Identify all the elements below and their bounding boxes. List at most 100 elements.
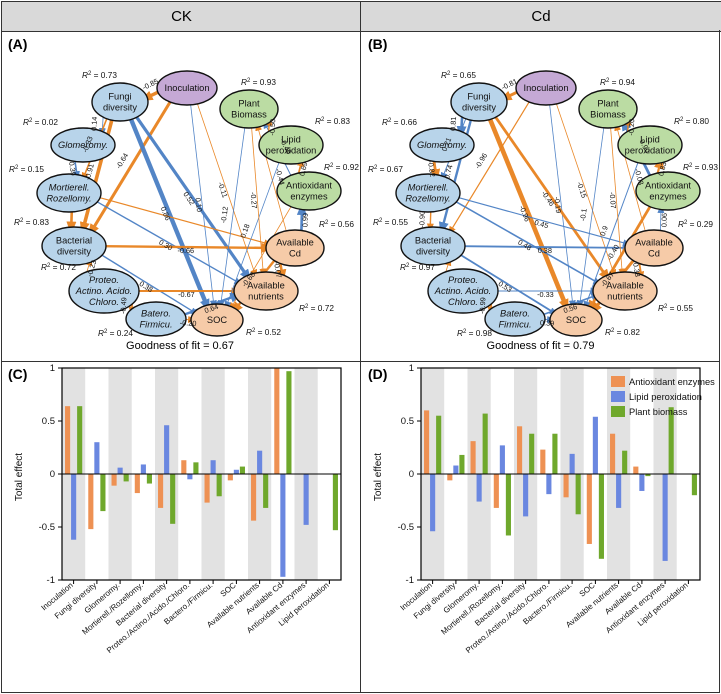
svg-text:0.48: 0.48: [516, 238, 533, 253]
svg-text:R2 = 0.65: R2 = 0.65: [441, 70, 476, 80]
svg-text:R2 = 0.02: R2 = 0.02: [23, 117, 58, 127]
svg-text:0: 0: [50, 469, 55, 480]
svg-text:R2 = 0.73: R2 = 0.73: [82, 70, 117, 80]
svg-text:SOC: SOC: [566, 315, 586, 325]
svg-text:-0.50: -0.50: [268, 119, 278, 136]
svg-text:0.06: 0.06: [660, 213, 669, 227]
svg-text:1: 1: [409, 363, 414, 374]
svg-text:R2 = 0.72: R2 = 0.72: [299, 303, 334, 313]
svg-text:R2 = 0.56: R2 = 0.56: [319, 219, 354, 229]
svg-text:-0.03: -0.03: [633, 168, 646, 186]
svg-text:Chloro.: Chloro.: [89, 297, 119, 307]
svg-text:-0.96: -0.96: [473, 151, 489, 170]
svg-text:R2 = 0.98: R2 = 0.98: [457, 328, 492, 338]
svg-text:-0.07: -0.07: [608, 192, 618, 209]
svg-text:Fungi: Fungi: [108, 92, 131, 102]
svg-text:Available: Available: [276, 238, 314, 248]
svg-text:enzymes: enzymes: [290, 191, 328, 201]
svg-text:0.18: 0.18: [238, 223, 251, 239]
svg-text:diversity: diversity: [462, 102, 496, 112]
svg-text:Bacterial: Bacterial: [415, 236, 451, 246]
svg-text:R2 = 0.72: R2 = 0.72: [41, 262, 76, 272]
svg-text:nutrients: nutrients: [607, 291, 643, 301]
svg-text:Fungi: Fungi: [467, 92, 490, 102]
svg-text:Cd: Cd: [289, 248, 301, 258]
svg-text:Rozellomy.: Rozellomy.: [405, 193, 450, 203]
svg-text:Inoculation: Inoculation: [165, 83, 210, 93]
svg-text:0.30: 0.30: [157, 238, 174, 253]
svg-text:enzymes: enzymes: [649, 191, 687, 201]
svg-text:-0.90: -0.90: [417, 211, 426, 228]
svg-text:Bacterial: Bacterial: [56, 236, 92, 246]
svg-text:Mortierell.: Mortierell.: [49, 183, 90, 193]
svg-text:R2 = 0.52: R2 = 0.52: [246, 327, 281, 337]
svg-text:-0.5: -0.5: [398, 522, 414, 533]
svg-text:0.81: 0.81: [448, 116, 458, 131]
svg-text:R2 = 0.92: R2 = 0.92: [324, 162, 359, 172]
svg-text:-0.27: -0.27: [249, 192, 259, 209]
svg-text:R2 = 0.93: R2 = 0.93: [683, 162, 718, 172]
svg-text:-0.15: -0.15: [575, 180, 589, 199]
svg-text:0.99: 0.99: [301, 213, 310, 227]
svg-text:-0.33: -0.33: [537, 290, 554, 299]
svg-text:0.5: 0.5: [42, 416, 55, 427]
svg-text:R2 = 0.82: R2 = 0.82: [605, 327, 640, 337]
svg-text:Plant: Plant: [597, 99, 619, 109]
svg-text:-0.20: -0.20: [180, 318, 197, 328]
svg-text:-0.11: -0.11: [216, 181, 230, 199]
svg-text:R2 = 0.55: R2 = 0.55: [373, 217, 408, 227]
svg-text:Available: Available: [606, 281, 644, 291]
svg-text:Available: Available: [635, 238, 673, 248]
svg-text:-0.5: -0.5: [39, 522, 55, 533]
svg-text:R2 = 0.94: R2 = 0.94: [600, 77, 635, 87]
svg-text:Total effect: Total effect: [14, 453, 25, 501]
svg-text:R2 = 0.55: R2 = 0.55: [658, 303, 693, 313]
svg-text:0.14: 0.14: [89, 116, 99, 131]
svg-text:Available: Available: [247, 281, 285, 291]
svg-text:R2 = 0.29: R2 = 0.29: [678, 219, 713, 229]
svg-text:0.39: 0.39: [540, 318, 555, 328]
svg-text:0.74: 0.74: [442, 164, 454, 180]
svg-text:Mortierell.: Mortierell.: [408, 183, 449, 193]
svg-text:-0.91: -0.91: [83, 163, 96, 181]
svg-text:R2 = 0.83: R2 = 0.83: [14, 217, 49, 227]
svg-text:Rozellomy.: Rozellomy.: [46, 193, 91, 203]
svg-text:Total effect: Total effect: [373, 453, 384, 501]
svg-text:Biomass: Biomass: [231, 109, 267, 119]
svg-text:diversity: diversity: [416, 246, 450, 256]
svg-text:Inoculation: Inoculation: [524, 83, 569, 93]
svg-text:R2 = 0.66: R2 = 0.66: [382, 117, 417, 127]
svg-text:-0.1: -0.1: [578, 208, 589, 222]
svg-text:-1: -1: [47, 575, 55, 586]
svg-text:0: 0: [409, 469, 414, 480]
svg-text:Biomass: Biomass: [590, 109, 626, 119]
svg-text:-0.49: -0.49: [119, 297, 129, 314]
svg-text:R2 = 0.15: R2 = 0.15: [9, 164, 44, 174]
svg-text:-0.66: -0.66: [177, 246, 194, 255]
svg-text:SOC: SOC: [578, 580, 597, 598]
svg-text:diversity: diversity: [57, 246, 91, 256]
svg-text:-1: -1: [406, 575, 414, 586]
svg-text:Actino. Acido.: Actino. Acido.: [75, 286, 133, 296]
svg-text:R2 = 0.67: R2 = 0.67: [368, 164, 403, 174]
svg-text:Plant: Plant: [238, 99, 260, 109]
svg-text:-0.12: -0.12: [219, 206, 230, 224]
svg-text:-0.64: -0.64: [114, 151, 130, 170]
svg-text:Cd: Cd: [648, 248, 660, 258]
svg-text:R2 = 0.93: R2 = 0.93: [241, 77, 276, 87]
svg-text:Antioxidant: Antioxidant: [286, 181, 332, 191]
svg-text:Lipid peroxidation: Lipid peroxidation: [629, 392, 702, 402]
svg-text:-0.67: -0.67: [178, 290, 195, 299]
svg-text:1: 1: [50, 363, 55, 374]
svg-text:-0.96: -0.96: [517, 204, 532, 223]
svg-text:-0.44: -0.44: [274, 168, 287, 186]
svg-text:diversity: diversity: [103, 102, 137, 112]
svg-text:Plant biomass: Plant biomass: [629, 407, 688, 417]
svg-text:SOC: SOC: [207, 315, 227, 325]
svg-text:Actino. Acido.: Actino. Acido.: [434, 286, 492, 296]
svg-text:Antioxidant enzymes: Antioxidant enzymes: [629, 377, 715, 387]
svg-text:0.9: 0.9: [598, 225, 610, 238]
svg-text:Batero.: Batero.: [141, 309, 171, 319]
svg-text:Batero.: Batero.: [500, 309, 530, 319]
svg-text:SOC: SOC: [219, 580, 238, 598]
